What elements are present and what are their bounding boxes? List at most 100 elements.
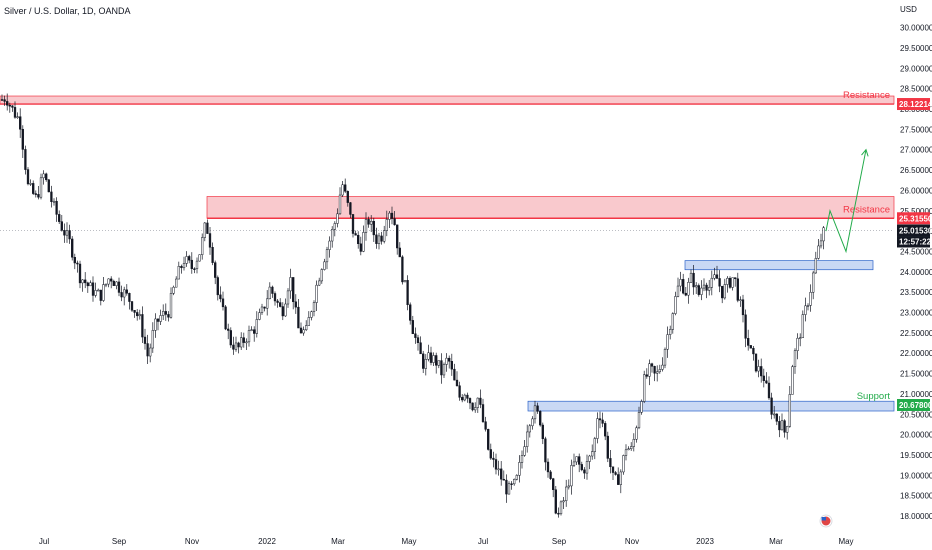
candle-body bbox=[520, 455, 524, 463]
candle-body bbox=[572, 461, 576, 466]
x-tick-label: Nov bbox=[625, 537, 639, 546]
candle-body bbox=[445, 357, 448, 365]
candle-body bbox=[676, 285, 680, 297]
candle-body bbox=[749, 345, 752, 349]
y-tick-label: 19.50000 bbox=[900, 451, 932, 460]
candle-body bbox=[344, 184, 347, 192]
candle-body bbox=[63, 230, 66, 236]
candle-body bbox=[762, 375, 765, 382]
candle-body bbox=[349, 202, 352, 215]
y-tick-label: 30.00000 bbox=[900, 24, 932, 33]
candle-body bbox=[624, 449, 628, 456]
candle-body bbox=[718, 278, 721, 287]
candle-body bbox=[432, 355, 435, 363]
last-price-tag-bg bbox=[897, 224, 930, 237]
candle-body bbox=[492, 457, 495, 460]
candle-body bbox=[52, 200, 56, 203]
candle-body bbox=[60, 221, 63, 231]
candle-body bbox=[351, 214, 355, 234]
candle-body bbox=[198, 254, 201, 262]
resistance-zone-price-tag: 25.31550 bbox=[899, 214, 932, 223]
candle-body bbox=[297, 306, 300, 329]
y-tick-label: 24.50000 bbox=[900, 247, 932, 256]
candle-body bbox=[305, 325, 308, 331]
candle-body bbox=[167, 314, 170, 318]
candle-body bbox=[120, 292, 123, 298]
candle-body bbox=[471, 402, 474, 411]
zones-layer: Resistance Resistance Support bbox=[0, 90, 895, 412]
candle-body bbox=[266, 298, 269, 309]
candle-body bbox=[523, 446, 526, 456]
y-tick-label: 20.50000 bbox=[900, 410, 932, 419]
candle-body bbox=[435, 355, 438, 366]
candle-body bbox=[466, 394, 469, 399]
demand-zone bbox=[684, 260, 874, 271]
candle-body bbox=[149, 347, 152, 357]
candle-body bbox=[812, 272, 815, 293]
candle-body bbox=[687, 282, 690, 296]
candle-body bbox=[253, 329, 256, 334]
candle-body bbox=[593, 438, 596, 452]
price-tags: 28.12214 25.31550 25.01530 12:57:22 20.67800 bbox=[819, 98, 932, 528]
y-tick-label: 21.00000 bbox=[900, 390, 932, 399]
y-tick-label: 18.50000 bbox=[900, 492, 932, 501]
candle-body bbox=[357, 234, 360, 245]
candle-body bbox=[549, 471, 552, 479]
candle-body bbox=[416, 337, 420, 343]
projection-line bbox=[825, 149, 867, 254]
candle-body bbox=[479, 397, 482, 405]
last-price-tag: 25.01530 bbox=[899, 226, 932, 235]
candle-body bbox=[377, 235, 381, 244]
candle-body bbox=[448, 357, 451, 362]
y-tick-label: 20.00000 bbox=[900, 431, 932, 440]
candle-body bbox=[19, 116, 22, 130]
candle-body bbox=[588, 455, 591, 462]
candle-body bbox=[780, 420, 784, 431]
candle-body bbox=[359, 243, 362, 252]
candle-body bbox=[175, 278, 178, 288]
countdown-bg bbox=[897, 236, 930, 248]
y-tick-label: 25.50000 bbox=[900, 207, 932, 216]
candle-body bbox=[323, 261, 326, 270]
candle-body bbox=[32, 183, 35, 194]
y-tick-label: 29.00000 bbox=[900, 64, 932, 73]
resistance-top-price-tag: 28.12214 bbox=[899, 100, 932, 109]
candle-body bbox=[598, 418, 602, 421]
candle-body bbox=[799, 337, 802, 339]
candle-body bbox=[578, 456, 581, 465]
candle-body bbox=[315, 284, 318, 303]
candle-body bbox=[364, 219, 368, 233]
candle-body bbox=[539, 411, 542, 426]
y-tick-label: 24.00000 bbox=[900, 268, 932, 277]
candle-body bbox=[656, 371, 659, 374]
candle-body bbox=[73, 257, 76, 264]
candle-body bbox=[86, 282, 89, 287]
candles-layer bbox=[0, 93, 825, 518]
candle-body bbox=[159, 315, 162, 322]
candle-body bbox=[3, 99, 6, 102]
candle-body bbox=[484, 421, 487, 430]
y-tick-label: 23.50000 bbox=[900, 288, 932, 297]
candle-body bbox=[182, 263, 186, 269]
candle-body bbox=[752, 347, 755, 355]
candle-body bbox=[401, 256, 404, 283]
support-zone-label: Support bbox=[857, 391, 891, 402]
candle-body bbox=[341, 184, 344, 196]
candle-body bbox=[806, 305, 810, 307]
candle-body bbox=[385, 219, 388, 231]
candle-body bbox=[786, 426, 789, 433]
candle-body bbox=[741, 299, 745, 316]
candle-body bbox=[721, 285, 724, 299]
candle-body bbox=[440, 360, 443, 376]
candle-body bbox=[94, 290, 97, 296]
candle-body bbox=[393, 218, 396, 226]
candle-body bbox=[21, 128, 24, 150]
candle-body bbox=[531, 418, 534, 427]
candle-body bbox=[666, 334, 669, 350]
candle-body bbox=[250, 329, 253, 331]
candle-body bbox=[271, 286, 274, 294]
candle-body bbox=[380, 235, 383, 242]
candle-body bbox=[50, 191, 53, 202]
candle-body bbox=[601, 419, 604, 424]
